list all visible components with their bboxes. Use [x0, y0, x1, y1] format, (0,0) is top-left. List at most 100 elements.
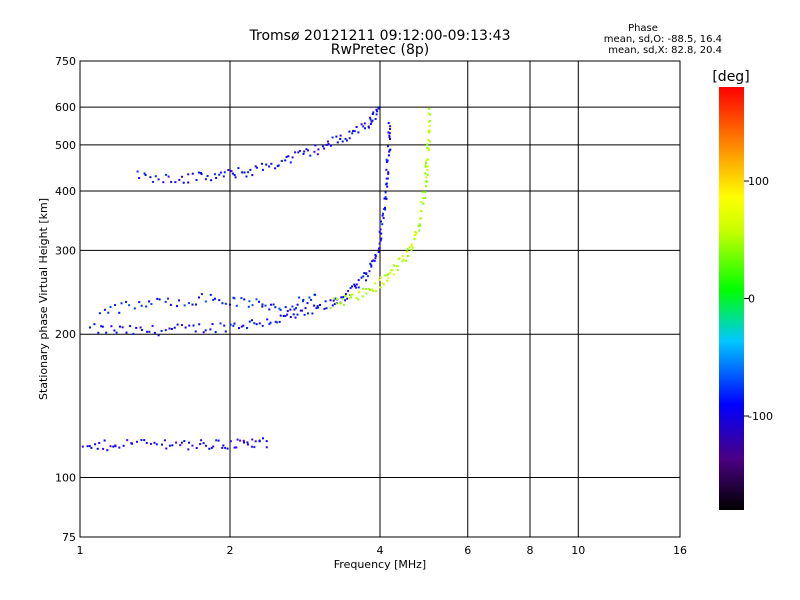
echo-point — [424, 191, 427, 194]
echo-point — [138, 301, 141, 304]
echo-point — [346, 297, 349, 300]
echo-point — [229, 303, 231, 306]
echo-point — [233, 297, 236, 300]
echo-point — [122, 444, 125, 447]
colorbar-tick-label: 100 — [748, 175, 769, 188]
echo-point — [125, 331, 128, 334]
echo-point — [307, 312, 309, 315]
echo-point — [213, 173, 216, 176]
echo-point — [383, 197, 386, 200]
echo-point — [349, 287, 352, 290]
echo-point — [248, 300, 251, 303]
echo-point — [413, 234, 416, 237]
echo-point — [302, 300, 304, 303]
echo-point — [393, 264, 396, 267]
echo-point — [386, 185, 389, 188]
echo-point — [406, 250, 409, 253]
echo-point — [386, 274, 389, 277]
echo-point — [348, 297, 350, 300]
echo-point — [200, 293, 203, 296]
echo-point — [243, 441, 245, 444]
echo-point — [262, 168, 264, 171]
echo-point — [389, 148, 392, 151]
echo-point — [317, 306, 320, 309]
echo-point — [268, 165, 271, 168]
echo-point — [245, 175, 248, 178]
echo-point — [98, 312, 101, 315]
echo-point — [361, 295, 364, 298]
echo-point — [295, 307, 297, 310]
echo-point — [380, 220, 382, 223]
echo-point — [370, 265, 373, 268]
echo-point — [317, 148, 320, 151]
echo-point — [234, 176, 237, 179]
echo-point — [272, 303, 275, 306]
echo-point — [325, 144, 328, 146]
echo-point — [329, 144, 332, 147]
echo-point — [419, 224, 422, 227]
echo-point — [206, 175, 209, 177]
echo-point — [419, 217, 422, 220]
echo-point — [397, 257, 400, 260]
echo-point — [261, 303, 264, 306]
echo-point — [214, 297, 216, 300]
echo-point — [368, 270, 371, 273]
echo-point — [334, 297, 337, 300]
echo-point — [353, 130, 356, 133]
echo-point — [426, 168, 429, 171]
echo-point — [242, 324, 245, 327]
y-tick-label: 750 — [55, 55, 76, 68]
echo-point — [97, 331, 100, 334]
echo-point — [195, 447, 198, 449]
echo-point — [424, 164, 427, 167]
echo-point — [182, 181, 185, 184]
echo-point — [251, 174, 254, 177]
echo-point — [332, 297, 335, 300]
echo-point — [167, 175, 170, 178]
echo-point — [329, 299, 332, 302]
echo-point — [291, 156, 294, 159]
echo-point — [376, 110, 379, 113]
echo-point — [141, 329, 143, 331]
echo-point — [103, 439, 106, 442]
echo-point — [362, 125, 365, 128]
echo-point — [140, 304, 143, 307]
echo-point — [347, 290, 350, 293]
y-tick-label: 600 — [55, 101, 76, 114]
echo-point — [250, 445, 253, 448]
echo-point — [428, 140, 431, 143]
echo-point — [131, 442, 133, 445]
echo-point — [217, 439, 220, 442]
echo-point — [428, 107, 431, 110]
echo-point — [278, 320, 281, 323]
echo-point — [289, 316, 292, 318]
chart-title: Tromsø 20121211 09:12:00-09:13:43 — [249, 28, 511, 44]
echo-point — [144, 174, 147, 176]
y-tick-label: 500 — [55, 139, 76, 152]
echo-point — [174, 181, 177, 184]
echo-point — [388, 150, 391, 153]
echo-point — [405, 259, 408, 262]
echo-point — [212, 445, 215, 448]
echo-point — [371, 260, 374, 263]
echo-point — [349, 296, 352, 299]
echo-point — [81, 445, 84, 448]
echo-point — [243, 171, 246, 174]
echo-point — [296, 313, 299, 316]
echo-point — [299, 309, 302, 312]
echo-point — [428, 112, 431, 115]
echo-point — [374, 282, 377, 285]
echo-point — [102, 447, 105, 450]
echo-point — [385, 168, 388, 171]
echo-point — [176, 323, 179, 326]
echo-point — [325, 307, 328, 310]
echo-point — [368, 126, 370, 129]
echo-point — [316, 305, 319, 308]
echo-point — [210, 179, 213, 182]
echo-point — [266, 318, 269, 321]
echo-point — [191, 303, 194, 306]
echo-point — [369, 289, 371, 291]
echo-point — [353, 283, 356, 286]
echo-point — [410, 244, 413, 247]
echo-point — [112, 445, 115, 448]
